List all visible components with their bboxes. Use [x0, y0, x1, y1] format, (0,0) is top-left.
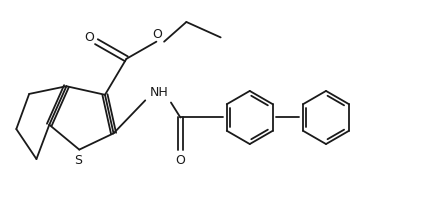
Text: S: S	[74, 153, 82, 166]
Text: O: O	[151, 28, 161, 41]
Text: O: O	[83, 31, 93, 44]
Text: NH: NH	[149, 86, 168, 99]
Text: O: O	[175, 153, 184, 166]
